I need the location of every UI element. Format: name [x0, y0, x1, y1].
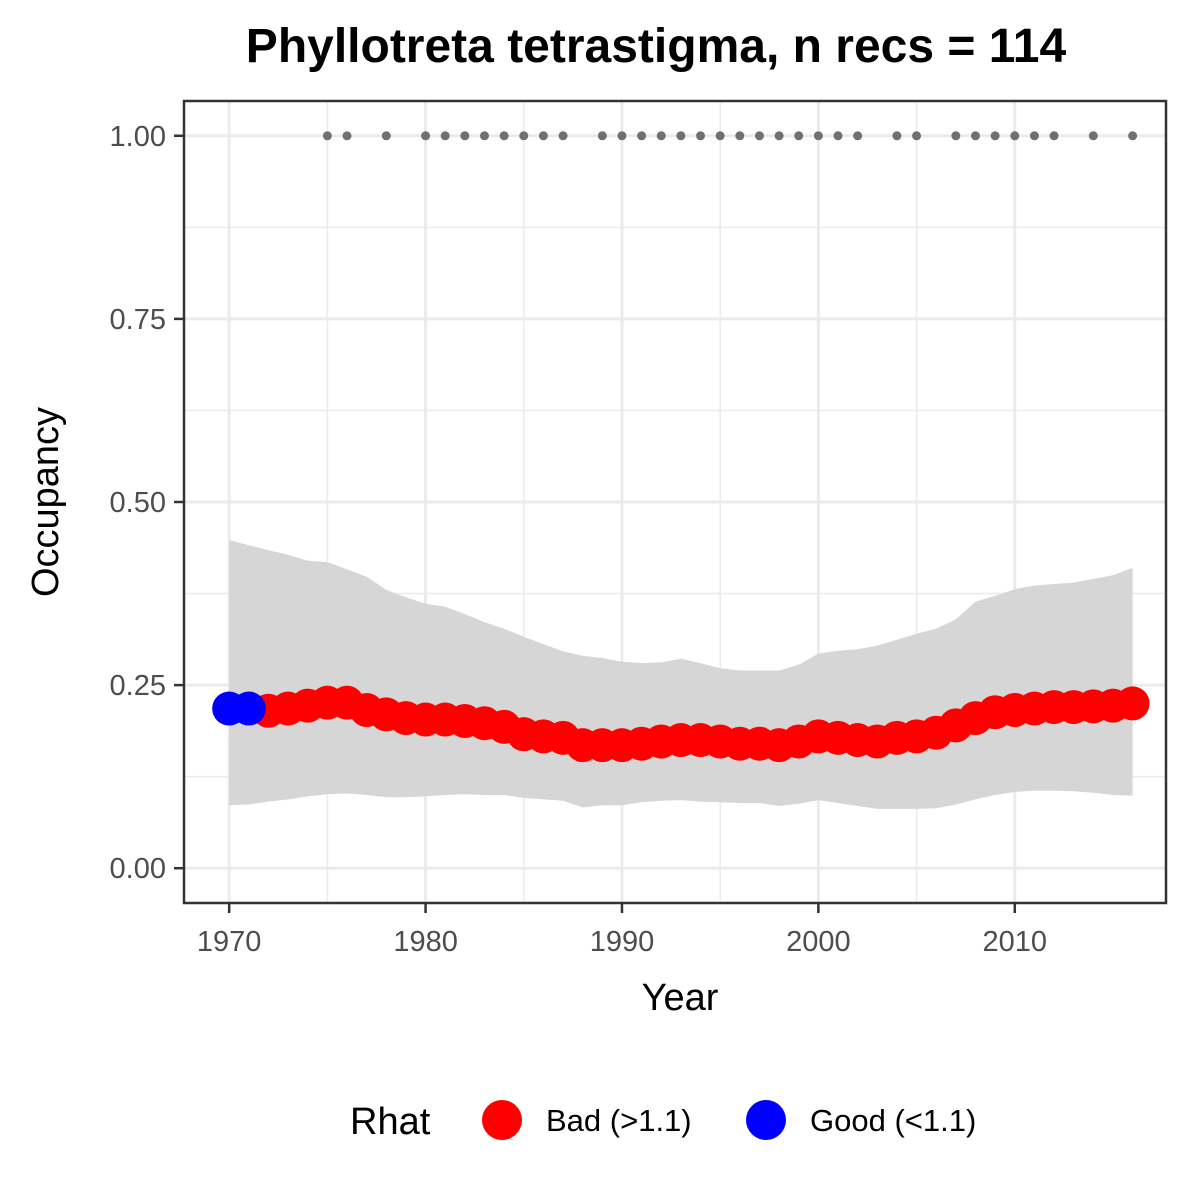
legend-label: Bad (>1.1)	[546, 1103, 692, 1138]
record-points	[322, 131, 1138, 141]
legend: Rhat Bad (>1.1) Good (<1.1)	[350, 1100, 976, 1143]
record-point	[519, 131, 529, 141]
record-point	[696, 131, 706, 141]
y-axis: 0.00 0.25 0.50 0.75 1.00	[110, 121, 184, 885]
legend-key	[746, 1100, 786, 1140]
record-point	[774, 131, 784, 141]
record-point	[853, 131, 863, 141]
legend-label: Good (<1.1)	[810, 1103, 976, 1138]
record-point	[637, 131, 647, 141]
record-point	[558, 131, 568, 141]
record-point	[970, 131, 980, 141]
occupancy-points	[212, 685, 1150, 763]
record-point	[421, 131, 431, 141]
legend-title: Rhat	[350, 1101, 431, 1143]
chart-title: Phyllotreta tetrastigma, n recs = 114	[246, 20, 1067, 73]
legend-entries: Bad (>1.1) Good (<1.1)	[482, 1100, 976, 1140]
x-axis: 1970 1980 1990 2000 2010	[197, 903, 1047, 958]
y-tick-label: 0.25	[110, 670, 166, 702]
record-point	[1010, 131, 1020, 141]
record-point	[656, 131, 666, 141]
record-point	[735, 131, 745, 141]
record-point	[460, 131, 470, 141]
record-point	[342, 131, 352, 141]
record-point	[499, 131, 509, 141]
record-point	[892, 131, 902, 141]
record-point	[617, 131, 627, 141]
plot-panel	[182, 99, 1168, 905]
record-point	[597, 131, 607, 141]
y-axis-title: Occupancy	[25, 407, 67, 597]
x-tick-label: 2010	[983, 926, 1048, 958]
record-point	[715, 131, 725, 141]
record-point	[1049, 131, 1059, 141]
x-tick-label: 1990	[590, 926, 655, 958]
record-point	[794, 131, 804, 141]
x-tick-label: 1970	[197, 926, 262, 958]
record-point	[479, 131, 489, 141]
y-tick-label: 0.50	[110, 487, 166, 519]
x-tick-label: 2000	[786, 926, 851, 958]
x-tick-label: 1980	[393, 926, 458, 958]
occupancy-point	[212, 691, 247, 726]
record-point	[1088, 131, 1098, 141]
record-point	[440, 131, 450, 141]
record-point	[538, 131, 548, 141]
record-point	[676, 131, 686, 141]
x-axis-title: Year	[642, 977, 719, 1019]
record-point	[912, 131, 922, 141]
credible-interval-ribbon	[229, 540, 1133, 809]
record-point	[1029, 131, 1039, 141]
record-point	[1128, 131, 1138, 141]
record-point	[833, 131, 843, 141]
y-tick-label: 0.75	[110, 304, 166, 336]
record-point	[951, 131, 961, 141]
y-tick-label: 0.00	[110, 853, 166, 885]
record-point	[322, 131, 332, 141]
record-point	[754, 131, 764, 141]
record-point	[990, 131, 1000, 141]
record-point	[813, 131, 823, 141]
legend-key	[482, 1100, 522, 1140]
record-point	[381, 131, 391, 141]
y-tick-label: 1.00	[110, 121, 166, 153]
